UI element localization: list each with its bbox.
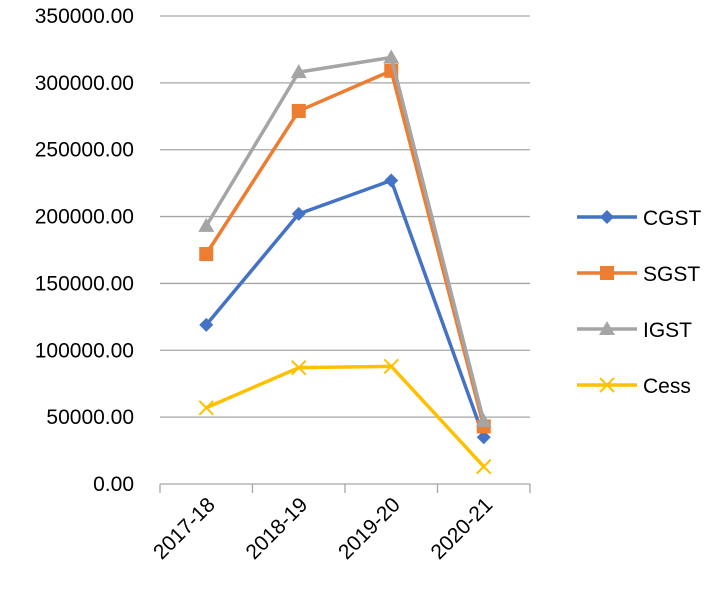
legend-label: CGST [643, 207, 702, 230]
series-line-sgst [204, 69, 486, 427]
data-point-igst [290, 64, 307, 79]
series-cess [198, 358, 492, 475]
y-tick-label: 50000.00 [46, 406, 134, 429]
y-tick-label: 350000.00 [35, 5, 134, 28]
legend-label: IGST [643, 319, 692, 342]
y-tick-label: 150000.00 [35, 272, 134, 295]
legend: CGST SGST IGST Cess [577, 207, 702, 398]
legend-marker-cess [599, 377, 615, 393]
x-tick-label: 2018-19 [242, 493, 313, 564]
data-point-sgst [199, 247, 214, 262]
legend-item-sgst: SGST [577, 263, 700, 286]
y-tick-label: 250000.00 [35, 139, 134, 162]
data-point-sgst [291, 103, 306, 118]
y-axis-tick-labels: 0.00 50000.00 100000.00 150000.00 200000.00 2… [35, 5, 134, 496]
legend-label: Cess [643, 375, 691, 398]
axes [159, 483, 531, 493]
y-tick-label: 300000.00 [35, 72, 134, 95]
data-point-cess [291, 359, 307, 376]
series-cgst [199, 173, 491, 445]
x-tick-label: 2020-21 [427, 493, 498, 564]
data-point-cess [383, 358, 399, 375]
legend-marker-sgst [600, 266, 614, 280]
series-line-cess [205, 364, 486, 468]
x-tick-label: 2019-20 [334, 493, 405, 564]
data-point-cgst [291, 206, 306, 221]
data-point-igst [198, 217, 215, 232]
series-line-cgst [204, 178, 486, 438]
legend-marker-igst [599, 321, 615, 335]
legend-marker-cgst [600, 210, 614, 224]
y-tick-label: 0.00 [93, 473, 134, 496]
data-point-igst [383, 49, 400, 64]
legend-label: SGST [643, 263, 700, 286]
legend-item-cgst: CGST [577, 207, 702, 230]
data-point-cess [198, 400, 214, 416]
series-igst [198, 49, 492, 428]
data-point-cgst [384, 173, 399, 188]
data-point-igst [475, 413, 492, 428]
x-tick-label: 2017-18 [149, 493, 220, 564]
y-tick-label: 200000.00 [35, 206, 134, 229]
y-tick-label: 100000.00 [35, 339, 134, 362]
legend-item-igst: IGST [577, 319, 692, 342]
grid-lines [160, 15, 530, 418]
x-axis-tick-labels: 2017-18 2018-19 2019-20 2020-21 [149, 493, 497, 564]
series-line-igst [204, 55, 486, 422]
data-point-cess [476, 458, 492, 475]
data-point-cgst [476, 430, 491, 445]
series-sgst [199, 63, 491, 434]
series-lines [198, 49, 492, 475]
data-point-cgst [199, 317, 214, 332]
legend-item-cess: Cess [577, 375, 691, 398]
